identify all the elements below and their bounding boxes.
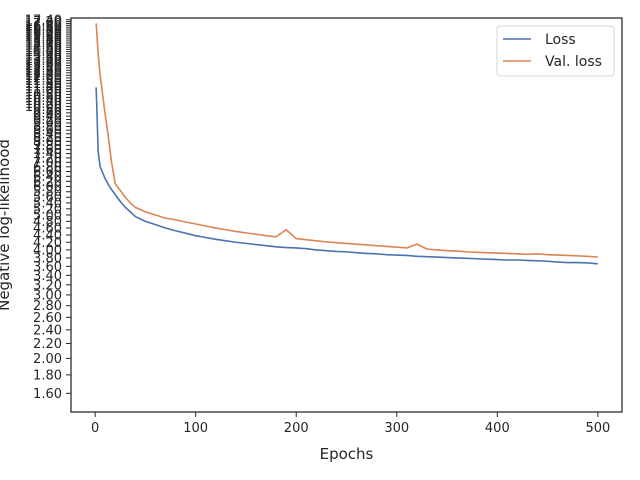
y-tick-label: 11.20 [25,82,62,97]
y-tick-label: 17.00 [25,17,62,32]
y-tick-label: 10.40 [25,94,62,109]
series-line-1 [95,23,598,258]
y-tick-label: 9.20 [33,113,62,128]
y-tick-label: 5.00 [33,208,62,223]
y-tick-label: 15.00 [25,37,62,52]
y-tick-label: 8.60 [33,124,62,139]
legend: Loss Val. loss [496,25,615,77]
y-tick-label: 11.80 [25,74,62,89]
y-tick-label: 10.80 [25,88,62,103]
y-tick-label: 14.40 [25,43,62,58]
series-lines [95,23,598,265]
y-tick-label: 3.40 [33,269,62,284]
y-tick-label: 3.00 [33,288,62,303]
y-axis-label: Negative log-likelihood [0,139,13,311]
y-tick-label: 12.80 [25,61,62,76]
y-tick-label: 16.60 [25,21,62,36]
y-axis-ticks: 1.60 1.802.002.202.402.602.803.003.203.40… [25,13,71,402]
y-tick-label: 6.20 [33,175,62,190]
legend-label-0: Loss [545,32,576,48]
y-tick-label: 11.40 [25,79,62,94]
y-tick-label: 3.80 [33,251,62,266]
y-tick-label: 10.20 [25,97,62,112]
x-tick-label: 100 [183,421,208,436]
y-tick-label: 16.40 [25,23,62,38]
y-tick-label: 15.40 [25,32,62,47]
y-tick-label: 6.80 [33,160,62,175]
y-tick-label: 13.80 [25,50,62,65]
y-tick-label: 14.80 [25,39,62,54]
x-tick-label: 400 [485,421,510,436]
y-tick-label: 16.20 [25,24,62,39]
y-tick-label: 1.80 [33,368,62,383]
y-tick-label: 6.40 [33,170,62,185]
y-tick-label: 14.60 [25,41,62,56]
y-tick-label: 2.60 [33,311,62,326]
y-tick-label: 3.20 [33,278,62,293]
y-tick-label: 14.00 [25,47,62,62]
y-tick-label: 15.20 [25,34,62,49]
y-tick-label: 4.20 [33,236,62,251]
y-tick-label: 1.60 [33,387,62,402]
x-tick-label: 0 [91,421,99,436]
x-tick-label: 200 [284,421,309,436]
y-tick-label: 10.00 [25,100,62,115]
y-tick-label: 17.20 [25,15,62,30]
y-tick-label: 2.20 [33,337,62,352]
y-tick-label: 12.60 [25,64,62,79]
legend-label-1: Val. loss [545,54,602,70]
y-tick-label: 13.20 [25,57,62,72]
y-tick-label: 9.60 [33,106,62,121]
y-tick-label: 9.40 [33,110,62,125]
y-tick-label: 13.00 [25,59,62,74]
y-tick-label: 15.80 [25,28,62,43]
y-tick-label: 7.80 [33,139,62,154]
x-axis-ticks: 0 100 200 300 400 500 [91,412,610,436]
y-tick-label: 9.00 [33,116,62,131]
y-tick-label: 7.20 [33,151,62,166]
y-tick-label: 4.40 [33,228,62,243]
y-tick-label: 5.20 [33,202,62,217]
y-tick-label: 12.20 [25,69,62,84]
y-tick-label: 15.60 [25,30,62,45]
y-tick-label: 5.80 [33,185,62,200]
y-tick-label: 4.80 [33,215,62,230]
y-tick-label: 8.20 [33,131,62,146]
series-line-0 [95,87,598,265]
y-tick-label: 8.40 [33,127,62,142]
y-tick-label: 11.60 [25,77,62,92]
y-tick-label: 13.60 [25,52,62,67]
y-tick-label: 2.40 [33,323,62,338]
x-tick-label: 300 [384,421,409,436]
y-tick-label: 6.60 [33,165,62,180]
y-tick-label: 8.80 [33,120,62,135]
y-tick-label: 16.00 [25,26,62,41]
y-tick-label: 6.00 [33,180,62,195]
y-tick-label: 2.00 [33,352,62,367]
y-tick-label: 13.40 [25,54,62,69]
y-tick-label: 4.60 [33,222,62,237]
y-tick-label: 14.20 [25,45,62,60]
y-tick-label: 17.40 [25,13,62,28]
x-axis-label: Epochs [320,445,374,463]
y-tick-label: 5.60 [33,191,62,206]
y-tick-label: 7.60 [33,143,62,158]
y-tick-label: 4.00 [33,243,62,258]
y-tick-label: 12.40 [25,66,62,81]
y-tick-label: 12.00 [25,71,62,86]
y-tick-label: 16.80 [25,19,62,34]
y-tick-label: 5.40 [33,196,62,211]
y-tick-label: 8.00 [33,135,62,150]
plot-area-frame [70,17,623,413]
y-tick-label: 11.00 [25,85,62,100]
y-tick-label: 2.80 [33,299,62,314]
y-tick-label: 3.60 [33,260,62,275]
y-tick-label: 10.60 [25,91,62,106]
y-tick-label: 7.00 [33,156,62,171]
y-tick-label: 9.80 [33,103,62,118]
y-tick-label: 7.40 [33,147,62,162]
x-tick-label: 500 [585,421,610,436]
